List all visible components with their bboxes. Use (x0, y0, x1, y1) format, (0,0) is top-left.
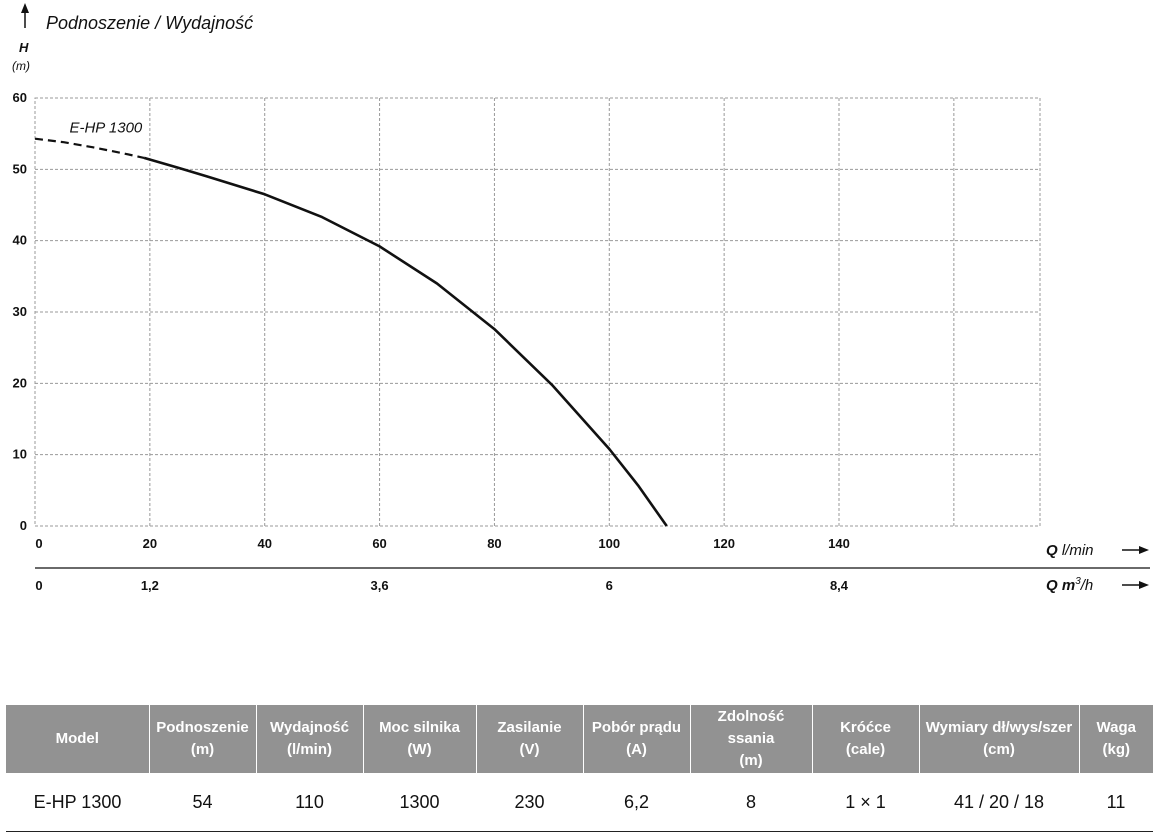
series-line-dashed (34, 137, 145, 159)
cell-connectors: 1 × 1 (812, 773, 919, 832)
series-layer: E-HP 1300 (34, 120, 668, 527)
y-tick-label: 10 (13, 447, 27, 462)
x-tick-label: 40 (257, 536, 271, 551)
cell-flow: 110 (256, 773, 363, 832)
y-tick-label: 20 (13, 375, 27, 390)
header-voltage: Zasilanie (V) (476, 705, 584, 773)
y-axis-title: H (19, 40, 29, 55)
header-connectors: Króćce (cale) (812, 705, 920, 773)
x2-tick-label: 8,4 (830, 578, 849, 593)
x-tick-label: 100 (598, 536, 620, 551)
spec-table: Model Podnoszenie (m) Wydajność (l/min) Mo… (6, 705, 1153, 832)
header-flow: Wydajność (l/min) (256, 705, 364, 773)
x2-axis-suffix: /h (1080, 577, 1094, 594)
cell-current: 6,2 (583, 773, 690, 832)
x-axis-title: Q l/min (1046, 542, 1094, 559)
x-axis-unit: l/min (1062, 542, 1094, 559)
x-tick-label: 80 (487, 536, 501, 551)
series-label: E-HP 1300 (69, 120, 142, 137)
x2-axis-arrow-icon (1122, 581, 1149, 589)
cell-model: E-HP 1300 (6, 773, 149, 832)
header-lift: Podnoszenie (m) (149, 705, 257, 773)
header-suction: Zdolność ssania (m) (690, 705, 813, 773)
x2-tick-labels: 0 1,2 3,6 6 8,4 (35, 578, 848, 593)
x2-tick-label: 6 (606, 578, 613, 593)
pump-performance-chart: Podnoszenie / Wydajność H (m) 0102030405… (12, 3, 1150, 594)
header-dimensions: Wymiary dł/wys/szer (cm) (919, 705, 1080, 773)
y-tick-label: 60 (13, 90, 27, 105)
cell-voltage: 230 (476, 773, 583, 832)
header-current: Pobór prądu (A) (583, 705, 691, 773)
x2-axis-sup: 3 (1075, 576, 1081, 587)
y-tick-label: 0 (20, 518, 27, 533)
x-tick-label: 60 (372, 536, 386, 551)
cell-motor-power: 1300 (363, 773, 476, 832)
x2-tick-label: 0 (35, 578, 42, 593)
y-axis-unit: (m) (12, 59, 30, 73)
y-tick-label: 40 (13, 233, 27, 248)
x-axis-arrow-icon (1122, 546, 1149, 554)
cell-dimensions: 41 / 20 / 18 (919, 773, 1079, 832)
header-motor-power: Moc silnika (W) (363, 705, 477, 773)
y-tick-labels: 0 10 20 30 40 50 60 (13, 90, 27, 533)
x-tick-label: 120 (713, 536, 735, 551)
chart-grid (34, 97, 1041, 527)
x-tick-label: 140 (828, 536, 850, 551)
x2-axis-q: Q m (1046, 577, 1075, 594)
x2-tick-label: 3,6 (371, 578, 389, 593)
chart-title: Podnoszenie / Wydajność (46, 13, 253, 33)
y-axis-arrow-icon (21, 3, 29, 28)
x2-tick-label: 1,2 (141, 578, 159, 593)
y-tick-label: 30 (13, 304, 27, 319)
header-weight: Waga (kg) (1079, 705, 1153, 773)
header-model: Model (6, 705, 150, 773)
x-tick-label: 20 (143, 536, 157, 551)
x-axis-q: Q (1046, 542, 1062, 559)
x2-axis-title: Q m3/h (1046, 576, 1093, 594)
spec-table-header-row: Model Podnoszenie (m) Wydajność (l/min) Mo… (6, 705, 1153, 773)
cell-suction: 8 (690, 773, 812, 832)
x-tick-label: 0 (35, 536, 42, 551)
series-line (143, 156, 668, 527)
table-row: E-HP 1300 54 110 1300 230 6,2 8 1 × 1 41… (6, 773, 1153, 832)
x-tick-labels: 0 20 40 60 80 100 120 140 (35, 536, 849, 551)
cell-lift: 54 (149, 773, 256, 832)
y-tick-label: 50 (13, 161, 27, 176)
cell-weight: 11 (1079, 773, 1153, 832)
